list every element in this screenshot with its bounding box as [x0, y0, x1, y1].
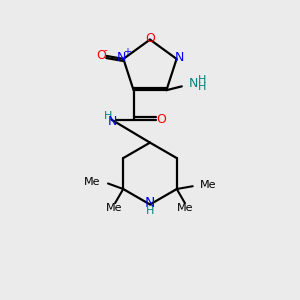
Text: Me: Me	[84, 177, 101, 187]
Text: N: N	[108, 115, 117, 128]
Text: N: N	[189, 77, 199, 90]
Text: N: N	[174, 51, 184, 64]
Text: -: -	[103, 45, 107, 55]
Text: H: H	[146, 206, 154, 216]
Text: H: H	[104, 111, 112, 121]
Text: H: H	[198, 75, 206, 85]
Text: H: H	[198, 82, 206, 92]
Text: N: N	[145, 196, 155, 210]
Text: Me: Me	[177, 203, 194, 213]
Text: N: N	[116, 51, 126, 64]
Text: +: +	[123, 47, 131, 57]
Text: O: O	[96, 50, 106, 62]
Text: Me: Me	[200, 180, 217, 190]
Text: Me: Me	[106, 203, 123, 213]
Text: O: O	[157, 113, 166, 126]
Text: O: O	[145, 32, 155, 45]
